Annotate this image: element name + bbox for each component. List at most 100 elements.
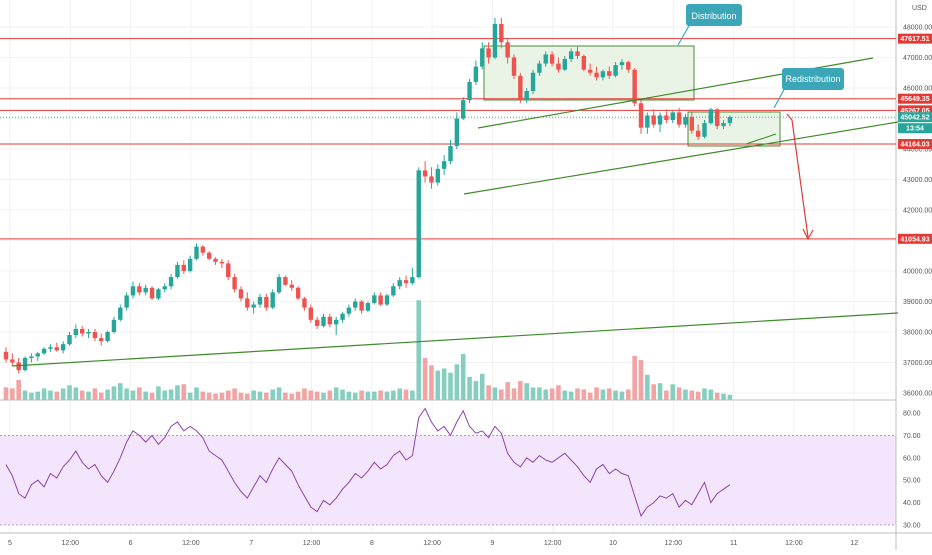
candle-body: [594, 72, 599, 78]
candle-body: [651, 115, 656, 125]
candle-body: [86, 332, 91, 334]
candle-body: [137, 286, 142, 293]
volume-bar: [410, 390, 415, 400]
rsi-tick-label: 60.00: [903, 455, 921, 462]
volume-bar: [657, 383, 663, 400]
volume-bar: [384, 391, 390, 400]
candle-body: [175, 264, 180, 278]
volume-bar: [98, 392, 104, 400]
x-tick-label: 12:00: [665, 540, 683, 547]
candle-body: [549, 54, 555, 64]
volume-bar: [111, 386, 117, 400]
candle-body: [372, 295, 377, 304]
candle-body: [626, 62, 631, 70]
volume-bar: [359, 390, 364, 400]
candle-body: [213, 258, 218, 262]
candle-body: [238, 289, 244, 299]
volume-bar: [492, 387, 498, 400]
volume-bar: [518, 381, 523, 400]
candle-body: [3, 351, 9, 360]
candle-body: [302, 298, 307, 308]
candle-body: [676, 112, 682, 125]
candle-body: [524, 91, 529, 101]
volume-bar: [454, 364, 460, 400]
x-tick-label: 11: [730, 540, 737, 547]
volume-bar: [181, 384, 187, 400]
price-level-tag-text: 47617.51: [900, 36, 929, 43]
candle-body: [600, 71, 606, 78]
candle-body: [715, 109, 720, 127]
candle-body: [80, 328, 85, 334]
volume-bar: [721, 393, 726, 400]
redistribution-trendline[interactable]: [745, 133, 777, 145]
volume-bar: [403, 389, 409, 400]
candle-body: [588, 69, 593, 73]
candle-body: [391, 286, 396, 296]
projection-arrow[interactable]: [786, 113, 814, 241]
rsi-tick-label: 40.00: [903, 500, 921, 507]
volume-bar: [16, 380, 21, 400]
candle-body: [340, 313, 345, 320]
candle-body: [695, 130, 701, 137]
candle-body: [245, 298, 250, 308]
volume-bar: [645, 374, 650, 400]
candle-body: [492, 23, 498, 58]
candle-body: [73, 328, 79, 336]
volume-bar: [92, 388, 98, 400]
y-tick-label: 42000.00: [903, 208, 932, 215]
distribution-callout[interactable]: Distribution: [677, 4, 742, 46]
volume-bar: [149, 392, 155, 400]
x-tick-label: 12:00: [785, 540, 803, 547]
rsi-tick-label: 50.00: [903, 478, 921, 485]
volume-bar: [346, 391, 352, 400]
candle-body: [200, 246, 206, 253]
candle-body: [702, 123, 707, 137]
volume-bar: [187, 392, 193, 400]
volume-bar: [460, 353, 466, 400]
x-tick-label: 12:00: [544, 540, 562, 547]
candle-body: [353, 301, 358, 308]
candle-body: [619, 62, 625, 66]
lower-channel-line[interactable]: [463, 121, 899, 195]
candle-body: [607, 71, 612, 76]
candle-body: [518, 75, 523, 101]
candle-body: [181, 264, 186, 271]
x-tick-label: 7: [249, 540, 253, 547]
volume-bar: [600, 389, 606, 400]
volume-bar: [422, 358, 428, 400]
volume-bar: [327, 390, 333, 400]
volume-bars: [3, 300, 733, 400]
candle-body: [403, 280, 409, 284]
price-levels[interactable]: [0, 38, 896, 240]
candle-body: [105, 332, 110, 342]
volume-bar: [10, 388, 15, 400]
volume-bar: [276, 387, 282, 400]
candle-body: [124, 295, 129, 308]
long-trendline[interactable]: [11, 312, 899, 367]
candle-body: [683, 116, 688, 125]
redistribution-box[interactable]: [687, 111, 781, 147]
time-axis[interactable]: 5 12:00 6 12:00 7 12:00 8 12:00 9 12:00 10 12:00 11 1…: [8, 540, 858, 547]
volume-bar: [397, 388, 402, 400]
x-tick-label: 8: [370, 540, 374, 547]
volume-bar: [638, 360, 644, 400]
rsi-axis[interactable]: 80.00 70.00 60.00 50.00 40.00 30.00: [903, 411, 921, 530]
rsi-tick-label: 80.00: [903, 411, 921, 418]
volume-bar: [264, 392, 269, 400]
volume-bar: [270, 389, 275, 400]
candle-body: [467, 81, 472, 101]
candle-body: [511, 57, 517, 76]
x-tick-label: 10: [609, 540, 617, 547]
price-tags: 47617.51 45649.35 45267.05 44164.03 41054.93…: [898, 33, 932, 244]
candle-body: [505, 42, 510, 58]
redistribution-callout[interactable]: Redistribution: [773, 68, 844, 109]
price-level-tag: [898, 105, 932, 116]
volume-bar: [441, 368, 447, 400]
projection-arrow-head: [802, 228, 814, 241]
volume-bar: [333, 387, 339, 400]
volume-bar: [524, 383, 529, 400]
candle-body: [530, 72, 536, 92]
price-level-tag-text: 45267.05: [900, 108, 929, 115]
volume-bar: [530, 387, 536, 400]
